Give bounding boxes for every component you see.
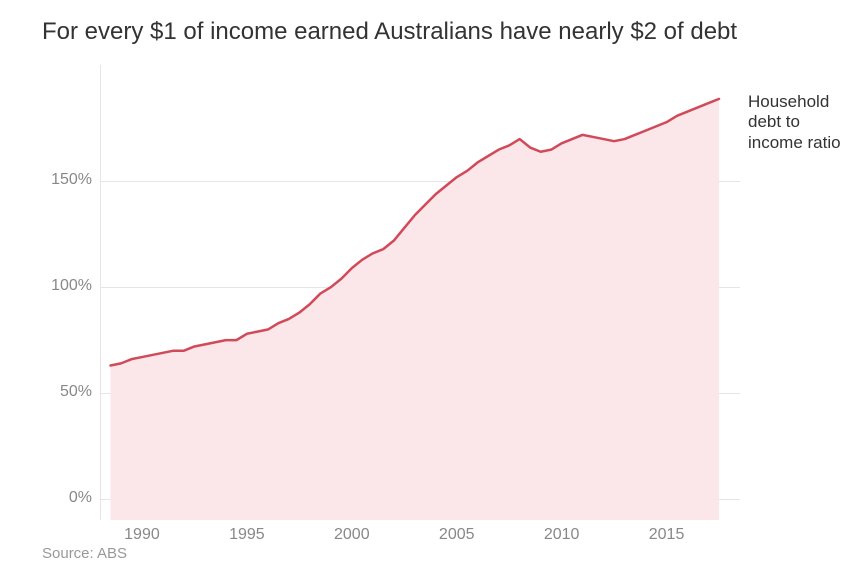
x-tick-label-5: 2015 xyxy=(649,526,685,544)
y-tick-label-0: 0% xyxy=(42,489,92,507)
chart-title: For every $1 of income earned Australian… xyxy=(42,18,737,46)
x-tick-label-4: 2010 xyxy=(544,526,580,544)
area-fill xyxy=(110,99,719,520)
y-tick-label-3: 150% xyxy=(42,171,92,189)
y-tick-label-1: 50% xyxy=(42,383,92,401)
area-chart xyxy=(100,65,740,520)
source-text: Source: ABS xyxy=(42,545,127,562)
x-tick-label-2: 2000 xyxy=(334,526,370,544)
y-tick-label-2: 100% xyxy=(42,277,92,295)
x-tick-label-3: 2005 xyxy=(439,526,475,544)
x-tick-label-1: 1995 xyxy=(229,526,265,544)
series-label: Household debt to income ratio xyxy=(748,92,848,153)
chart-container: { "title": "For every $1 of income earne… xyxy=(0,0,862,575)
x-tick-label-0: 1990 xyxy=(124,526,160,544)
